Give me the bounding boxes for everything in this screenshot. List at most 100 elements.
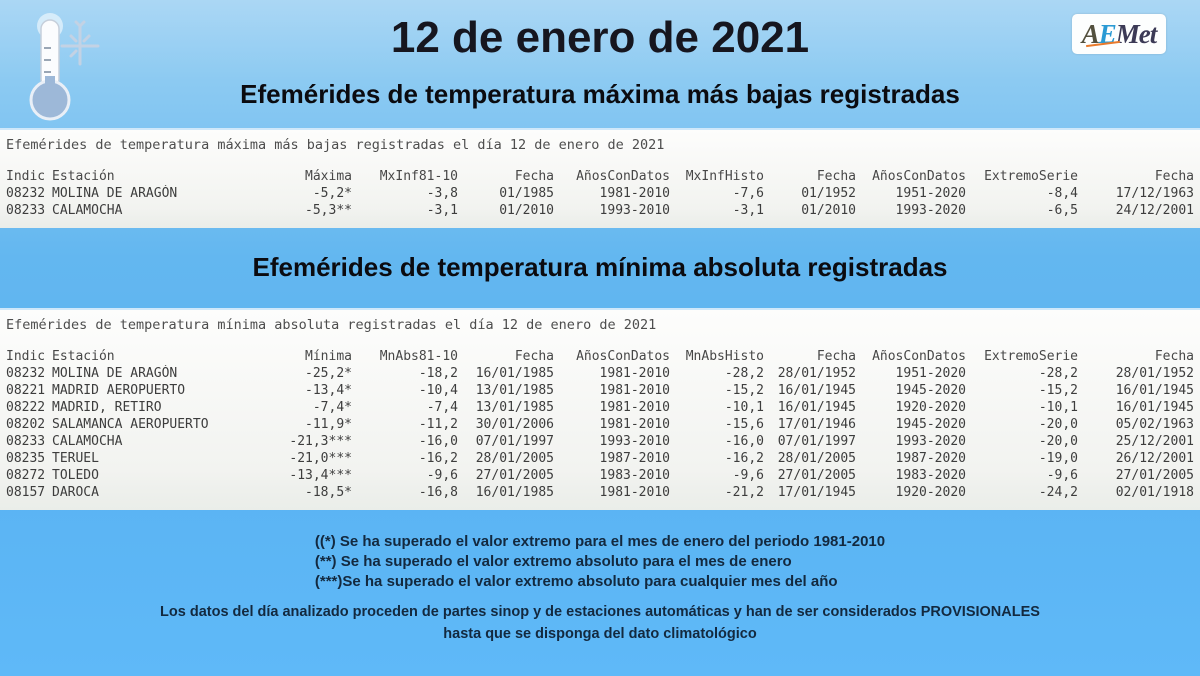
column-header: Indic (6, 349, 46, 364)
table-cell: -21,3*** (289, 434, 352, 449)
table-row: 08233 CALAMOCHA -5,3** -3,1 01/2010 1993-2010… (6, 202, 1194, 219)
column-header: Fecha (514, 169, 554, 184)
table-header-row: Indic Estación Máxima MxInf81-10 Fecha AñosCo… (6, 168, 1194, 185)
table-cell: TOLEDO (52, 468, 99, 483)
table-cell: 05/02/1963 (1115, 417, 1194, 432)
table-cell: 30/01/2006 (475, 417, 554, 432)
table-cell: -25,2* (305, 366, 352, 381)
table-cell: -10,1 (724, 400, 764, 415)
table-cell: 1993-2010 (599, 203, 670, 218)
table-cell: -16,2 (724, 451, 764, 466)
table-cell: 17/12/1963 (1115, 186, 1194, 201)
table-cell: 02/01/1918 (1115, 485, 1194, 500)
table-cell: 16/01/1985 (475, 485, 554, 500)
table-cell: 08232 (6, 186, 46, 201)
table-cell: -28,2 (1038, 366, 1078, 381)
table-cell: 26/12/2001 (1115, 451, 1194, 466)
table-cell: 08221 (6, 383, 46, 398)
column-header: AñosConDatos (872, 349, 966, 364)
table-cell: -11,2 (418, 417, 458, 432)
table-cell: 01/2010 (801, 203, 856, 218)
table-cell: -21,0*** (289, 451, 352, 466)
table-cell: -10,4 (418, 383, 458, 398)
table-cell: 16/01/1945 (1115, 400, 1194, 415)
table-cell: 1983-2020 (895, 468, 966, 483)
table-cell: 1981-2010 (599, 366, 670, 381)
table-row: 08157 DAROCA -18,5* -16,8 16/01/1985 1981-201… (6, 484, 1194, 501)
table-cell: 1945-2020 (895, 383, 966, 398)
table-cell: 28/01/1952 (1115, 366, 1194, 381)
table-cell: 1981-2010 (599, 186, 670, 201)
table-cell: 08232 (6, 366, 46, 381)
table-cell: 13/01/1985 (475, 383, 554, 398)
table-cell: 01/1985 (499, 186, 554, 201)
table-cell: 16/01/1945 (777, 400, 856, 415)
table-cell: -7,6 (732, 186, 764, 201)
table-cell: -19,0 (1038, 451, 1078, 466)
table-cell: 28/01/1952 (777, 366, 856, 381)
table-cell: MOLINA DE ARAGÓN (52, 186, 178, 201)
table-cell: 1987-2020 (895, 451, 966, 466)
table-cell: -21,2 (724, 485, 764, 500)
table-cell: 1983-2010 (599, 468, 670, 483)
table-cell: -6,5 (1046, 203, 1078, 218)
table-cell: 01/2010 (499, 203, 554, 218)
table-cell: 28/01/2005 (777, 451, 856, 466)
table-cell: 16/01/1945 (777, 383, 856, 398)
table-cell: MADRID AEROPUERTO (52, 383, 186, 398)
table-cell: -18,5* (305, 485, 352, 500)
table-row: 08272 TOLEDO -13,4*** -9,6 27/01/2005 1983-20… (6, 467, 1194, 484)
table-row: 08221 MADRID AEROPUERTO -13,4* -10,4 13/01/1… (6, 382, 1194, 399)
table-cell: -7,4 (426, 400, 458, 415)
column-header: AñosConDatos (576, 169, 670, 184)
table-cell: DAROCA (52, 485, 99, 500)
column-header: Fecha (1154, 349, 1194, 364)
table-cell: 1951-2020 (895, 186, 966, 201)
table-cell: -11,9* (305, 417, 352, 432)
column-header: Fecha (816, 169, 856, 184)
panel-caption-maxima: Efemérides de temperatura máxima más baj… (6, 137, 665, 153)
table-cell: -10,1 (1038, 400, 1078, 415)
table-cell: 1987-2010 (599, 451, 670, 466)
footnotes: ((*) Se ha superado el valor extremo par… (315, 532, 885, 592)
table-cell: 28/01/2005 (475, 451, 554, 466)
table-cell: 16/01/1945 (1115, 383, 1194, 398)
table-cell: -15,2 (1038, 383, 1078, 398)
table-cell: TERUEL (52, 451, 99, 466)
column-header: MxInfHisto (685, 169, 764, 184)
column-header: MnAbs81-10 (379, 349, 458, 364)
column-header: Máxima (305, 169, 352, 184)
table-cell: 08272 (6, 468, 46, 483)
table-cell: 07/01/1997 (777, 434, 856, 449)
table-cell: -9,6 (426, 468, 458, 483)
table-cell: 1945-2020 (895, 417, 966, 432)
table-cell: 1981-2010 (599, 400, 670, 415)
column-header: AñosConDatos (872, 169, 966, 184)
table-cell: -3,8 (426, 186, 458, 201)
table-row: 08235 TERUEL -21,0*** -16,2 28/01/2005 1987-2… (6, 450, 1194, 467)
table-cell: 1993-2020 (895, 434, 966, 449)
section-heading-maxima: Efemérides de temperatura máxima más baj… (240, 79, 960, 109)
footnote-triple-asterisk: (***)Se ha superado el valor extremo abs… (314, 573, 838, 590)
aemet-logo-letters-met: Met (1115, 18, 1157, 49)
table-cell: 01/1952 (801, 186, 856, 201)
column-header: MxInf81-10 (379, 169, 458, 184)
table-cell: SALAMANCA AEROPUERTO (52, 417, 209, 432)
table-header-row: Indic Estación Mínima MnAbs81-10 Fecha AñosCo… (6, 348, 1194, 365)
table-cell: -28,2 (724, 366, 764, 381)
disclaimer-line-2: hasta que se disponga del dato climatoló… (443, 626, 757, 642)
page-title: 12 de enero de 2021 (390, 13, 810, 62)
table-cell: -5,2* (312, 186, 352, 201)
table-cell: 08233 (6, 434, 46, 449)
table-cell: 08235 (6, 451, 46, 466)
column-header: Indic (6, 169, 46, 184)
table-row: 08233 CALAMOCHA -21,3*** -16,0 07/01/1997 199… (6, 433, 1194, 450)
thermometer-icon (29, 13, 100, 121)
table-cell: 07/01/1997 (475, 434, 554, 449)
table-cell: -24,2 (1038, 485, 1078, 500)
column-header: Fecha (514, 349, 554, 364)
disclaimer-line-1: Los datos del día analizado proceden de … (160, 604, 1040, 620)
table-cell: -15,6 (724, 417, 764, 432)
table-cell: 1920-2020 (895, 400, 966, 415)
